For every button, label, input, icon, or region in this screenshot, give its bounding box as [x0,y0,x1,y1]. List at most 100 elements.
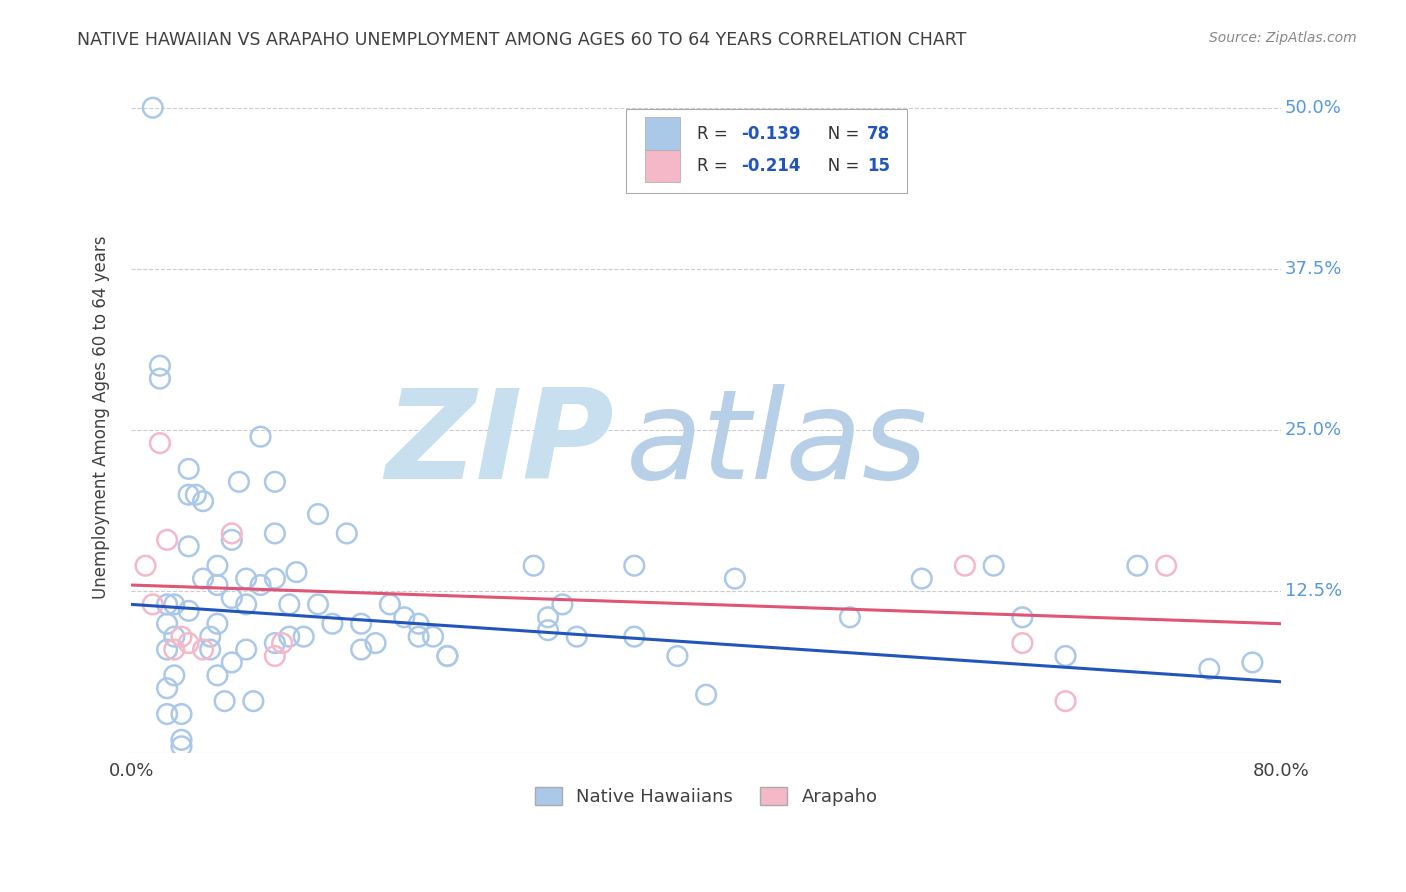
Point [207,558,229,573]
Point [523,558,546,573]
Point [177,604,200,618]
Point [408,616,430,631]
Point [163,630,186,644]
Text: R =: R = [697,157,733,175]
Point [135,558,157,573]
Text: N =: N = [811,125,865,143]
Point [1011,636,1033,650]
Point [156,706,179,721]
Point [911,572,934,586]
Point [170,630,193,644]
Point [292,630,315,644]
Point [264,572,287,586]
Point [953,558,976,573]
Point [235,572,257,586]
Point [666,648,689,663]
Point [142,598,165,612]
Point [177,462,200,476]
Point [422,630,444,644]
Point [163,598,186,612]
Point [551,598,574,612]
Text: -0.139: -0.139 [741,125,800,143]
Point [228,475,250,489]
Point [695,688,717,702]
Point [184,488,207,502]
Point [264,648,287,663]
Point [235,598,257,612]
Point [336,526,359,541]
Text: atlas: atlas [626,384,928,505]
Point [264,475,287,489]
Point [1011,610,1033,624]
Text: Source: ZipAtlas.com: Source: ZipAtlas.com [1209,31,1357,45]
Point [378,598,401,612]
Point [623,558,645,573]
Point [1054,648,1077,663]
Legend: Native Hawaiians, Arapaho: Native Hawaiians, Arapaho [527,780,884,814]
Point [1154,558,1177,573]
Point [307,598,329,612]
Point [350,616,373,631]
Point [264,636,287,650]
Point [191,572,214,586]
Point [177,539,200,553]
Point [1198,662,1220,676]
Point [278,630,301,644]
FancyBboxPatch shape [626,109,907,193]
Text: 78: 78 [868,125,890,143]
Point [307,507,329,521]
Y-axis label: Unemployment Among Ages 60 to 64 years: Unemployment Among Ages 60 to 64 years [93,235,110,599]
Point [321,616,343,631]
Point [170,739,193,754]
FancyBboxPatch shape [645,150,679,182]
Point [156,642,179,657]
Point [1241,656,1264,670]
Point [170,732,193,747]
Text: R =: R = [697,125,733,143]
Point [191,494,214,508]
Point [200,630,222,644]
Point [285,565,308,579]
Point [1126,558,1149,573]
Point [221,591,243,605]
Point [214,694,236,708]
Point [983,558,1005,573]
Point [235,642,257,657]
Point [350,642,373,657]
Point [221,533,243,547]
Point [156,616,179,631]
Text: -0.214: -0.214 [741,157,800,175]
Point [149,359,172,373]
Point [177,636,200,650]
Point [142,101,165,115]
Point [207,668,229,682]
Point [170,706,193,721]
Point [156,681,179,696]
Point [177,488,200,502]
Point [1054,694,1077,708]
Point [394,610,416,624]
Point [565,630,588,644]
Point [408,630,430,644]
Point [436,648,458,663]
Text: N =: N = [811,157,865,175]
Point [156,533,179,547]
Point [271,636,294,650]
Point [264,526,287,541]
Point [838,610,860,624]
Point [163,668,186,682]
Point [249,578,271,592]
Text: NATIVE HAWAIIAN VS ARAPAHO UNEMPLOYMENT AMONG AGES 60 TO 64 YEARS CORRELATION CH: NATIVE HAWAIIAN VS ARAPAHO UNEMPLOYMENT … [77,31,967,49]
Point [278,598,301,612]
Point [537,610,560,624]
Text: 37.5%: 37.5% [1285,260,1341,278]
Point [149,371,172,385]
Text: 50.0%: 50.0% [1285,99,1341,117]
Point [207,616,229,631]
Point [221,656,243,670]
Text: 15: 15 [868,157,890,175]
Point [207,578,229,592]
Point [249,430,271,444]
Point [364,636,387,650]
Point [200,642,222,657]
